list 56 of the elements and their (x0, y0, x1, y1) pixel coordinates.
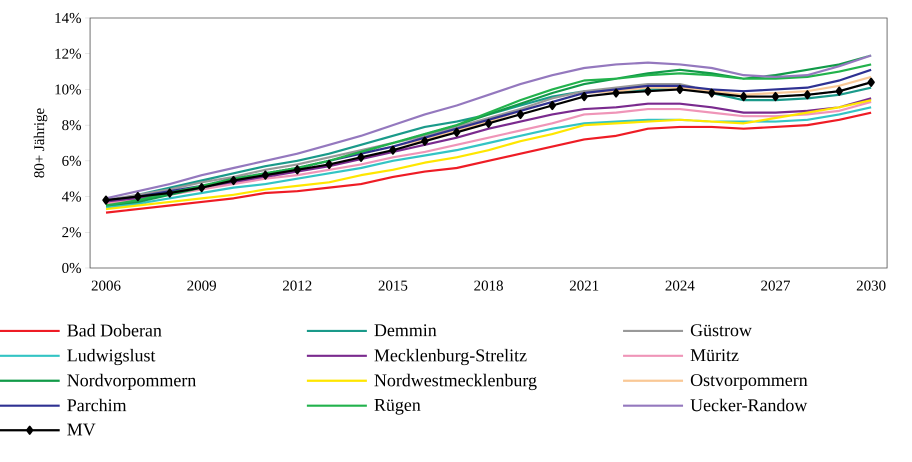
point (452, 128, 460, 137)
y-tick-label: 14% (55, 12, 82, 24)
point (740, 92, 748, 102)
legend-label: Nordwestmecklenburg (374, 374, 537, 390)
point (325, 160, 333, 170)
x-tick-label: 2015 (378, 280, 408, 291)
legend-label: Rügen (374, 399, 421, 415)
point (612, 88, 620, 98)
legend-label: Mecklenburg-Strelitz (374, 348, 527, 366)
point (134, 192, 142, 202)
x-tick-label: 2027 (761, 280, 790, 291)
point (516, 110, 524, 120)
point (484, 118, 492, 128)
y-tick-label: 8% (62, 120, 82, 130)
point (294, 165, 301, 174)
point (580, 92, 588, 102)
point (166, 188, 174, 198)
legend-label: Bad Doberan (67, 324, 162, 337)
point (676, 84, 684, 94)
legend-label: Ostvorpommern (690, 374, 808, 390)
legend-label: Uecker-Randow (690, 398, 808, 412)
x-tick-label: 2021 (570, 280, 598, 291)
point (230, 176, 238, 186)
x-tick-label: 2012 (282, 280, 312, 291)
x-tick-label: 2024 (666, 280, 695, 291)
x-tick-label: 2018 (474, 280, 503, 291)
point (389, 146, 397, 155)
point (644, 86, 652, 96)
x-tick-label: 2006 (92, 280, 121, 291)
point (867, 78, 875, 87)
point (357, 152, 365, 162)
point (708, 88, 716, 98)
legend-label: Demmin (374, 324, 436, 336)
legend-label: Nordvorpommern (67, 374, 196, 390)
point (198, 183, 206, 192)
y-tick-label: 2% (62, 227, 82, 238)
point (804, 90, 812, 100)
legend-label: Müritz (690, 349, 738, 362)
point (772, 92, 780, 102)
y-tick-label: 12% (55, 48, 82, 59)
y-tick-label: 4% (62, 192, 82, 202)
x-tick-label: 2009 (187, 280, 216, 291)
x-tick-label: 2030 (856, 280, 886, 291)
legend-label: Güstrow (690, 324, 752, 336)
y-tick-label: 6% (62, 156, 82, 166)
point (421, 136, 429, 146)
y-axis-title: 80+ Jährige (34, 108, 48, 178)
legend-label: Ludwigslust (67, 348, 156, 366)
y-tick-label: 10% (55, 84, 82, 94)
legend-label: Parchim (67, 398, 126, 412)
point (262, 170, 270, 180)
point (102, 196, 110, 205)
point (548, 100, 556, 110)
legend-label: MV (67, 424, 96, 436)
point (836, 86, 843, 96)
y-tick-label: 0% (62, 262, 82, 274)
